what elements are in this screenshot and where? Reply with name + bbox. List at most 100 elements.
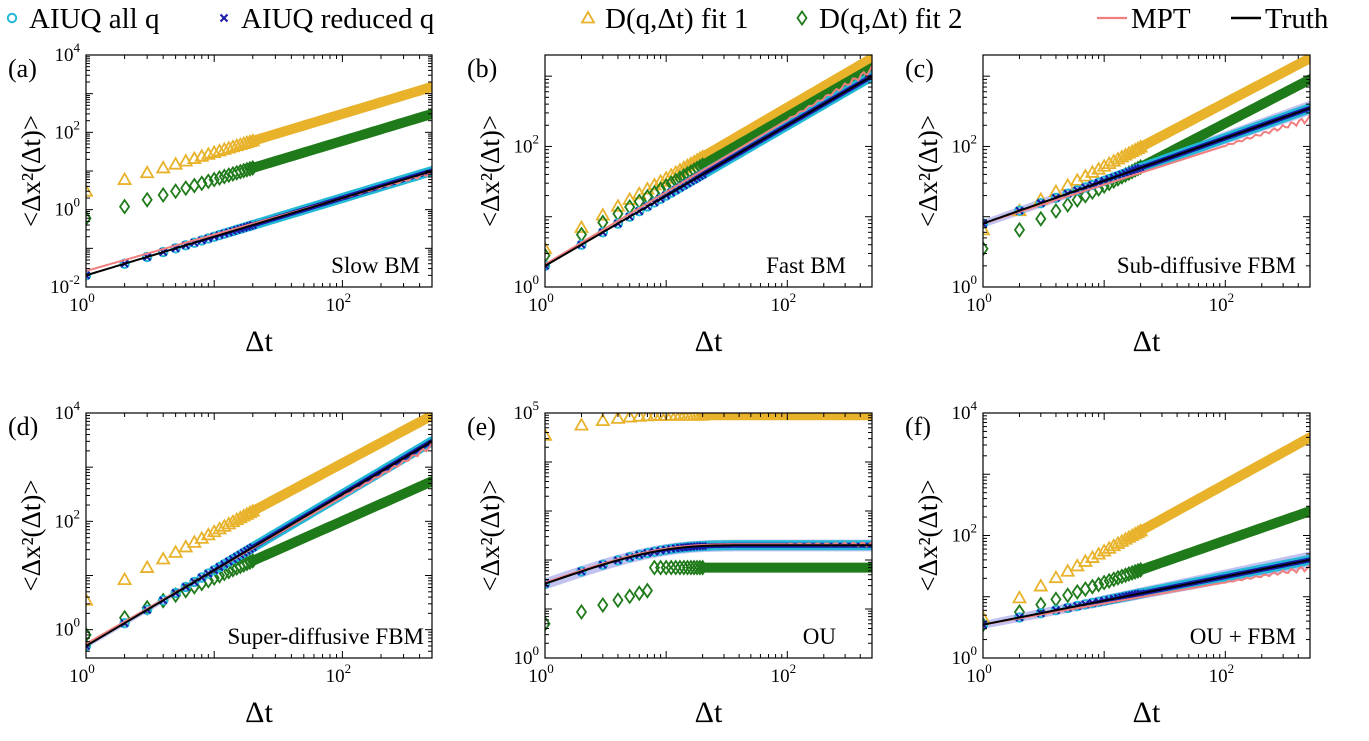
y-tick-exponent: 5 xyxy=(533,398,540,413)
aiuq-all-series-marker xyxy=(157,595,169,606)
truth-line xyxy=(545,75,872,267)
x-tick-exponent: 0 xyxy=(985,661,992,676)
x-tick-exponent: 0 xyxy=(547,290,554,305)
truth-line xyxy=(545,544,872,585)
fit1-series xyxy=(983,432,1310,624)
legend-label: Truth xyxy=(1265,3,1329,35)
y-tick-label: 102 xyxy=(952,131,978,157)
x-tick-exponent: 2 xyxy=(1228,290,1235,305)
fit2-series-marker xyxy=(213,169,226,187)
fit2-series-marker xyxy=(674,559,686,576)
fit2-series-marker xyxy=(1123,565,1135,583)
legend-label: MPT xyxy=(1131,3,1191,35)
y-axis-label: <Δx²(Δt)> xyxy=(16,479,46,591)
x-axis-label: Δt xyxy=(1133,696,1161,729)
fit2-series-marker xyxy=(157,186,169,204)
panel-annotation: Sub-diffusive FBM xyxy=(1117,253,1296,278)
panel-annotation: OU + FBM xyxy=(1190,624,1296,649)
y-tick-label: 102 xyxy=(952,521,978,547)
x-axis-label: Δt xyxy=(1133,325,1161,358)
x-tick-exponent: 2 xyxy=(345,290,352,305)
y-tick-label: 100 xyxy=(952,643,978,669)
fit1-series-marker xyxy=(206,523,222,538)
fit1-series-marker xyxy=(1084,164,1100,178)
fit1-series-marker xyxy=(610,198,626,212)
panel-label: (f) xyxy=(905,412,931,441)
fit1-series-marker xyxy=(595,413,611,427)
fit1-series-marker xyxy=(639,181,655,195)
axes-box xyxy=(544,54,873,288)
fit1-series-marker xyxy=(139,559,155,573)
plot-area xyxy=(545,55,872,272)
y-tick-exponent: 4 xyxy=(74,40,81,55)
fit1-series-marker xyxy=(168,156,184,170)
fit2-series-marker xyxy=(1071,191,1083,209)
y-tick-exponent: 2 xyxy=(971,131,978,146)
plot-area xyxy=(983,432,1310,633)
panel-label: (b) xyxy=(467,54,497,83)
fit2-series xyxy=(545,559,872,632)
fit1-series-marker xyxy=(1048,183,1064,197)
fit2-series-marker xyxy=(170,183,182,200)
aiuq-all-series-marker xyxy=(983,218,989,229)
aiuq-all-series-marker xyxy=(189,576,200,588)
legend-marker xyxy=(6,12,18,24)
fit1-series-marker xyxy=(545,240,553,255)
fit1-series-marker xyxy=(1011,590,1028,604)
x-tick-exponent: 0 xyxy=(985,290,992,305)
mpt-line xyxy=(983,114,1310,225)
fit2-series-marker xyxy=(575,603,588,621)
fit2-series-dense-track xyxy=(247,476,432,566)
x-axis-label: Δt xyxy=(695,696,723,729)
plot-area xyxy=(86,81,432,281)
fit1-series-dense-track xyxy=(247,413,432,517)
fit2-series-marker xyxy=(118,198,131,215)
fit1-series-dense-track xyxy=(247,81,432,146)
aiuq-all-series-marker xyxy=(170,587,181,599)
fit1-series-marker xyxy=(610,413,626,424)
fit2-series xyxy=(86,476,432,644)
fit2-series-marker xyxy=(1035,210,1047,227)
y-axis-label: <Δx²(Δt)> xyxy=(475,479,505,591)
panel-annotation: Super-diffusive FBM xyxy=(227,624,424,649)
fit2-series-marker xyxy=(597,596,609,614)
fit2-series-marker xyxy=(1098,574,1110,591)
fit1-series-marker xyxy=(595,207,611,221)
y-tick-label: 102 xyxy=(55,117,81,143)
y-tick-exponent: -2 xyxy=(69,272,80,287)
fit1-series-marker xyxy=(155,160,171,174)
fit2-series-marker xyxy=(1093,576,1105,593)
legend-item-truth: Truth xyxy=(1231,3,1329,35)
axes-box xyxy=(85,412,433,659)
plot-area xyxy=(86,413,432,652)
fit2-series-marker xyxy=(1126,564,1138,581)
fit1-series-marker xyxy=(1077,168,1093,182)
aiuq-all-series-marker xyxy=(170,243,181,254)
x-tick-label: 102 xyxy=(771,661,797,687)
y-tick-exponent: 2 xyxy=(74,117,81,132)
fit1-series-marker xyxy=(983,222,991,236)
fit2-series-marker xyxy=(624,588,636,605)
y-tick-exponent: 4 xyxy=(971,398,978,413)
panel-d: 100 102 100 102 104 Δt <Δx²(Δt)> (d) Super-diffu… xyxy=(8,398,433,729)
x-axis-label: Δt xyxy=(695,325,723,358)
panel-c: 100 102100102Δt<Δx²(Δt)>(c)Sub-diffusive … xyxy=(905,54,1311,358)
fit1-series-dense-track xyxy=(1135,55,1310,153)
fit1-series-marker xyxy=(1077,553,1093,567)
y-axis-label: <Δx²(Δt)> xyxy=(913,115,943,227)
fit1-series-marker xyxy=(200,146,216,160)
y-axis-label: <Δx²(Δt)> xyxy=(475,115,505,227)
fit1-series-marker xyxy=(545,427,553,441)
fit1-series-marker xyxy=(211,143,228,157)
x-tick-exponent: 0 xyxy=(88,661,95,676)
fit1-series-marker xyxy=(573,417,590,431)
fit1-series-marker xyxy=(229,511,245,526)
legend-label: AIUQ all q xyxy=(29,3,159,35)
fit2-series-marker xyxy=(170,587,182,604)
aiuq-all-series-marker xyxy=(1062,188,1073,199)
fit2-series-marker xyxy=(208,171,220,188)
fit2-series-marker xyxy=(218,168,230,185)
fit2-series-marker xyxy=(1062,587,1074,604)
panel-annotation: Slow BM xyxy=(331,253,420,278)
